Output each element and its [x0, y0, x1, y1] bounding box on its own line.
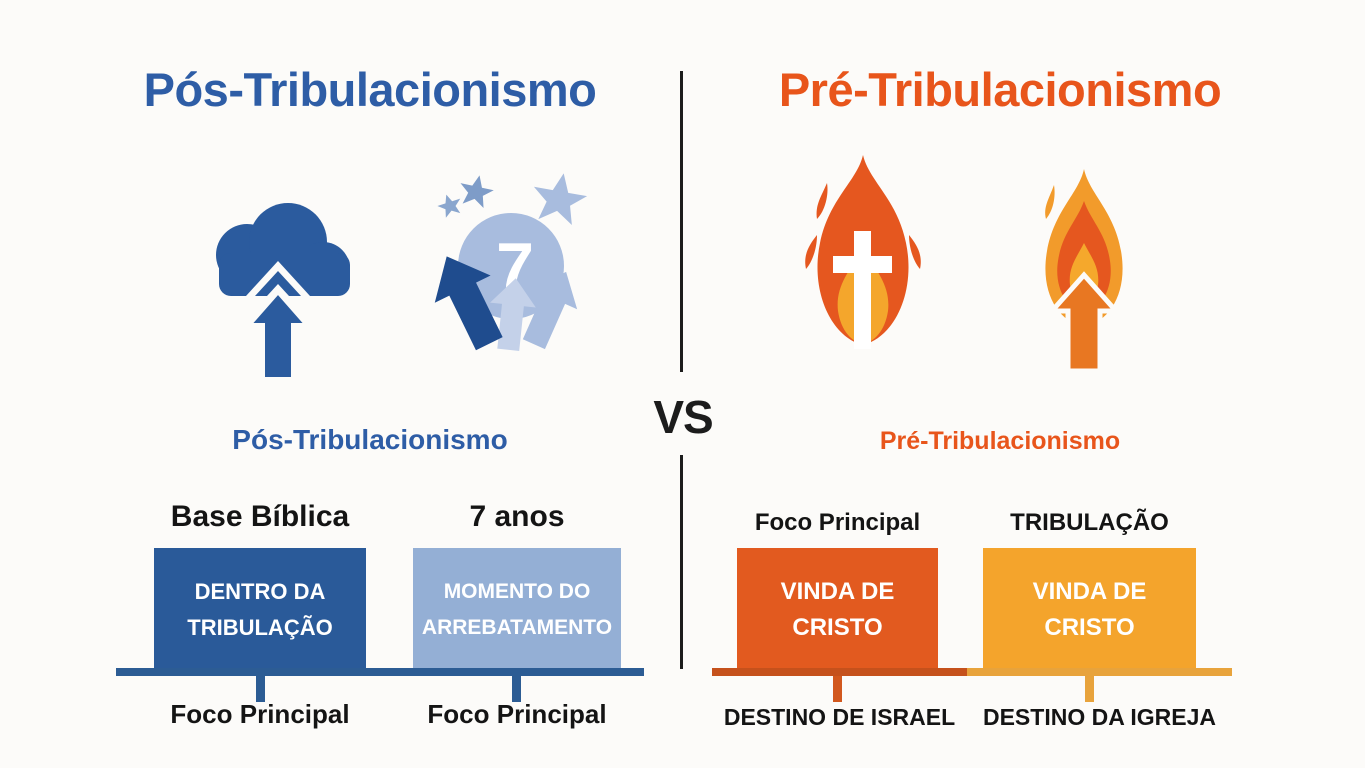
right-subtitle: Pré-Tribulacionismo — [879, 427, 1121, 455]
left-col2-box: MOMENTO DO ARREBATAMENTO — [413, 548, 621, 672]
left-col1-box: DENTRO DA TRIBULAÇÃO — [154, 548, 366, 672]
right-col1-tick — [833, 676, 842, 702]
right-baseline-orange — [712, 668, 967, 676]
right-col2-bottom-label: DESTINO DA IGREJA — [982, 704, 1216, 730]
small-star-icon — [434, 190, 465, 220]
vs-label: VS — [653, 391, 713, 443]
left-col1-tick — [256, 676, 265, 702]
right-col1-box: VINDA DE CRISTO — [737, 548, 938, 672]
left-title: Pós-Tribulacionismo — [143, 63, 597, 116]
right-baseline-amber — [967, 668, 1232, 676]
cloud-rapture-icon — [216, 203, 350, 381]
right-col1-top-label: Foco Principal — [754, 509, 921, 536]
left-col1-bottom-label: Foco Principal — [170, 699, 350, 729]
seven-years-icon: 7 — [418, 168, 590, 354]
left-col2-bottom-label: Foco Principal — [427, 699, 607, 729]
right-title: Pré-Tribulacionismo — [778, 63, 1222, 116]
flame-arrow-icon — [1045, 169, 1123, 374]
large-star-icon — [528, 168, 590, 227]
left-col2-tick — [512, 676, 521, 702]
divider-line-bottom — [680, 455, 683, 669]
flame-cross-icon — [805, 155, 921, 349]
cross-icon — [833, 231, 892, 349]
right-col2-tick — [1085, 676, 1094, 702]
small-star-icon — [456, 171, 497, 210]
right-col2-box: VINDA DE CRISTO — [983, 548, 1196, 672]
right-col2-top-label: TRIBULAÇÃO — [1010, 509, 1169, 536]
left-col1-top-label: Base Bíblica — [170, 500, 350, 533]
divider-line-top — [680, 71, 683, 372]
left-subtitle: Pós-Tribulacionismo — [232, 424, 508, 455]
up-arrow-icon — [1046, 271, 1122, 374]
right-col1-bottom-label: DESTINO DE ISRAEL — [723, 704, 956, 730]
left-baseline — [116, 668, 644, 676]
left-col2-top-label: 7 anos — [469, 500, 565, 533]
